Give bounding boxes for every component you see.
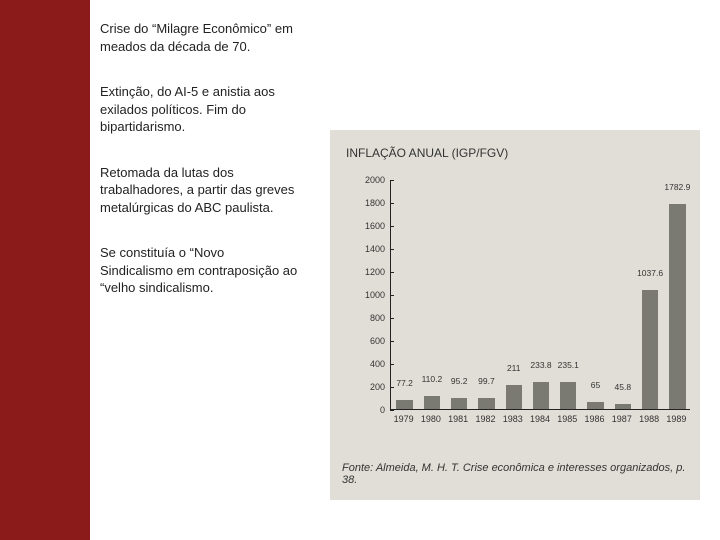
bar: [615, 404, 631, 409]
chart-plot-area: 77.2 110.2 95.2 99.7 211 233.8 235.1 65 45.8 1037…: [390, 180, 690, 410]
x-tick-label: 1987: [612, 414, 632, 424]
y-tick-label: 0: [380, 405, 385, 415]
x-tick-label: 1979: [394, 414, 414, 424]
bar-value-label: 65: [591, 380, 600, 390]
bar: [396, 400, 412, 409]
y-tick: [390, 387, 394, 388]
y-tick-label: 1600: [365, 221, 385, 231]
bar-value-label: 77.2: [396, 378, 413, 388]
bar: [533, 382, 549, 409]
paragraph-1: Crise do “Milagre Econômico” em meados d…: [100, 20, 300, 55]
inflation-bar-chart: 77.2 110.2 95.2 99.7 211 233.8 235.1 65 45.8 1037…: [360, 180, 690, 440]
y-tick: [390, 249, 394, 250]
y-tick-label: 200: [370, 382, 385, 392]
y-tick-label: 400: [370, 359, 385, 369]
bar-value-label: 95.2: [451, 376, 468, 386]
bar-value-label: 1037.6: [637, 268, 663, 278]
bar: [424, 396, 440, 409]
y-tick: [390, 272, 394, 273]
y-tick: [390, 180, 394, 181]
chart-panel: INFLAÇÃO ANUAL (IGP/FGV) 77.2 110.2 95.2 99…: [330, 130, 700, 500]
y-tick: [390, 203, 394, 204]
text-column: Crise do “Milagre Econômico” em meados d…: [100, 20, 300, 297]
y-tick-label: 2000: [365, 175, 385, 185]
bar-value-label: 99.7: [478, 376, 495, 386]
bar-value-label: 110.2: [422, 374, 443, 384]
y-tick: [390, 341, 394, 342]
bar-value-label: 45.8: [615, 382, 632, 392]
bar-value-label: 235.1: [558, 360, 579, 370]
paragraph-3: Retomada da lutas dos trabalhadores, a p…: [100, 164, 300, 217]
y-tick: [390, 364, 394, 365]
x-tick-label: 1981: [448, 414, 468, 424]
x-tick-label: 1983: [503, 414, 523, 424]
x-tick-label: 1986: [585, 414, 605, 424]
y-tick: [390, 226, 394, 227]
paragraph-4: Se constituía o “Novo Sindicalismo em co…: [100, 244, 300, 297]
chart-title: INFLAÇÃO ANUAL (IGP/FGV): [346, 146, 508, 160]
y-tick-label: 600: [370, 336, 385, 346]
bar-value-label: 233.8: [530, 360, 551, 370]
x-tick-label: 1988: [639, 414, 659, 424]
bar: [587, 402, 603, 409]
bar: [642, 290, 658, 409]
x-tick-label: 1980: [421, 414, 441, 424]
left-accent-bar: [0, 0, 90, 540]
bar: [451, 398, 467, 409]
y-tick-label: 1800: [365, 198, 385, 208]
y-tick: [390, 295, 394, 296]
bar-value-label: 211: [507, 363, 521, 373]
y-tick-label: 1200: [365, 267, 385, 277]
paragraph-2: Extinção, do AI-5 e anistia aos exilados…: [100, 83, 300, 136]
y-tick-label: 1000: [365, 290, 385, 300]
y-tick: [390, 318, 394, 319]
bar-value-label: 1782.9: [664, 182, 690, 192]
bar: [560, 382, 576, 409]
x-tick-label: 1989: [666, 414, 686, 424]
chart-source: Fonte: Almeida, M. H. T. Crise econômica…: [342, 462, 700, 486]
bar: [478, 398, 494, 409]
y-tick-label: 1400: [365, 244, 385, 254]
y-tick-label: 800: [370, 313, 385, 323]
x-tick-label: 1984: [530, 414, 550, 424]
x-tick-label: 1985: [557, 414, 577, 424]
x-tick-label: 1982: [475, 414, 495, 424]
bar: [506, 385, 522, 409]
bar: [669, 204, 685, 409]
y-tick: [390, 410, 394, 411]
